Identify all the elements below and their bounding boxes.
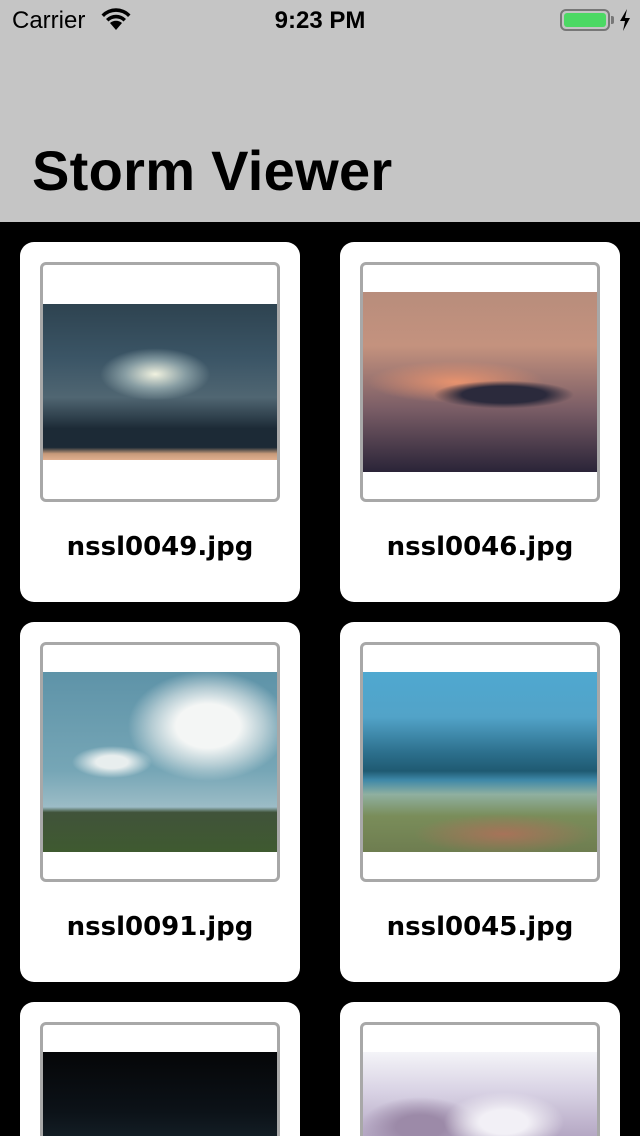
storm-photo xyxy=(43,672,277,852)
storm-photo xyxy=(43,304,277,460)
battery-level xyxy=(564,13,606,27)
storm-card[interactable]: nssl0049.jpg xyxy=(20,242,300,602)
charging-bolt-icon xyxy=(620,9,630,31)
storm-filename: nssl0049.jpg xyxy=(66,532,254,562)
battery-tip xyxy=(611,16,614,24)
status-bar: Carrier 9:23 PM xyxy=(0,0,640,40)
thumbnail-frame xyxy=(360,1022,600,1136)
thumbnail-frame xyxy=(40,262,280,502)
carrier-label: Carrier xyxy=(12,7,86,34)
storm-photo xyxy=(363,1052,597,1136)
battery-icon xyxy=(560,9,610,31)
clock: 9:23 PM xyxy=(274,7,366,34)
storm-photo xyxy=(363,672,597,852)
storm-card[interactable]: nssl0091.jpg xyxy=(20,622,300,982)
storm-filename: nssl0045.jpg xyxy=(386,912,574,942)
storm-filename: nssl0046.jpg xyxy=(386,532,574,562)
storm-photo xyxy=(43,1052,277,1136)
thumbnail-frame xyxy=(360,262,600,502)
storm-card[interactable] xyxy=(340,1002,620,1136)
thumbnail-frame xyxy=(40,642,280,882)
navigation-bar: Carrier 9:23 PM Storm Viewer xyxy=(0,0,640,222)
wifi-icon xyxy=(101,8,131,30)
storm-collection[interactable]: nssl0049.jpg nssl0046.jpg nssl0091.jpg n… xyxy=(20,242,620,1136)
thumbnail-frame xyxy=(40,1022,280,1136)
page-title: Storm Viewer xyxy=(32,139,393,202)
storm-filename: nssl0091.jpg xyxy=(66,912,254,942)
storm-photo xyxy=(363,292,597,472)
storm-card[interactable] xyxy=(20,1002,300,1136)
storm-card[interactable]: nssl0045.jpg xyxy=(340,622,620,982)
thumbnail-frame xyxy=(360,642,600,882)
storm-card[interactable]: nssl0046.jpg xyxy=(340,242,620,602)
